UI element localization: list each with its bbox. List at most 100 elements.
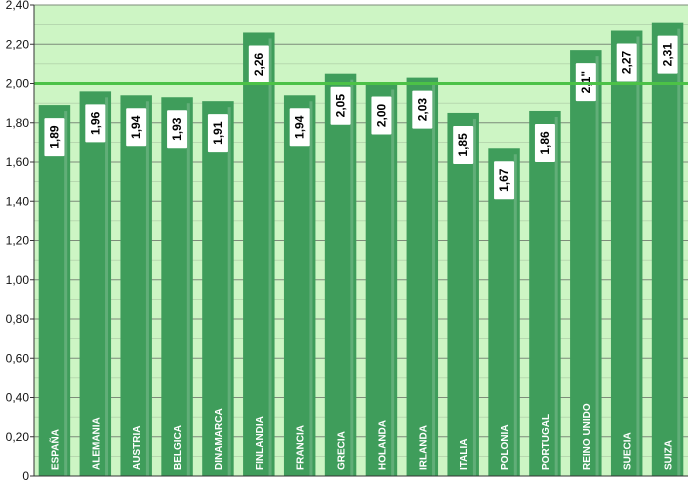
bar-group: 2,1"REINO UNIDO (570, 50, 602, 476)
bar-group: 2,31 SUIZA (651, 22, 684, 476)
value-label-text: 2,05 (334, 94, 348, 118)
value-label-box (126, 108, 147, 147)
bar (529, 110, 561, 476)
bar-group: 1,91 DINAMARCA (202, 101, 234, 476)
bar-highlight (309, 101, 313, 477)
bar-group: 1,89 ESPAÑA (38, 105, 71, 477)
y-tick-label: 0,60 (6, 351, 30, 365)
bar-group: 1,93 BELGICA (161, 97, 193, 477)
bar-group: 1,94 AUSTRIA (120, 95, 152, 477)
value-label: 2,03 (412, 90, 433, 129)
value-label: 1,96 (85, 104, 106, 143)
bar (120, 95, 152, 477)
value-label: 2,00 (371, 96, 392, 135)
value-label: 1,86 (534, 123, 555, 162)
bar (243, 32, 275, 476)
bar-highlight (554, 116, 558, 476)
y-tick-label: 0,40 (6, 391, 30, 405)
category-label: AUSTRIA (132, 426, 143, 470)
bar-group: 1,85 ITALIA (447, 112, 479, 476)
value-label-box (494, 161, 515, 200)
value-label-box (207, 114, 228, 153)
bar (161, 97, 193, 477)
value-label: 2,05 (330, 86, 351, 125)
value-label-box (248, 45, 269, 84)
bar-group: 2,26 FINLANDIA (243, 32, 275, 476)
bar (202, 101, 234, 476)
bar-highlight (186, 103, 190, 477)
bar-highlight (391, 89, 395, 476)
bar-highlight (432, 83, 436, 477)
category-label: SUECIA (623, 432, 634, 470)
category-label: ALEMANIA (91, 417, 102, 470)
category-label: HOLANDA (377, 420, 388, 470)
y-tick-label: 2,20 (6, 37, 30, 51)
value-label: 1,94 (289, 108, 310, 147)
category-label: FRANCIA (296, 425, 307, 470)
bar-highlight (677, 28, 681, 476)
value-label-box (289, 108, 310, 147)
bar-highlight (64, 111, 68, 477)
value-label: 1,85 (453, 125, 474, 164)
value-label: 1,91 (207, 114, 228, 153)
category-label: BELGICA (173, 425, 184, 470)
bar-group: 2,00 HOLANDA (365, 83, 398, 476)
bar-group: 1,67 POLONIA (488, 148, 520, 476)
value-label: 1,94 (126, 108, 147, 147)
value-label-box (453, 125, 474, 164)
category-label: REINO UNIDO (582, 403, 593, 470)
value-label-text: 2,00 (374, 103, 388, 127)
value-label-text: 2,31 (661, 43, 675, 67)
value-label-text: 1,67 (497, 168, 511, 192)
bar (79, 91, 112, 476)
value-label-text: 2,03 (415, 98, 429, 122)
value-label: 2,27 (616, 43, 637, 82)
bar (447, 112, 479, 476)
y-tick-label: 1,00 (6, 273, 30, 287)
value-label-box (371, 96, 392, 135)
value-label-box (616, 43, 637, 82)
value-label-box (167, 110, 188, 149)
value-label: 2,26 (248, 45, 269, 84)
category-label: FINLANDIA (255, 416, 266, 470)
value-label-text: 1,96 (88, 111, 102, 135)
value-label-text: 2,26 (252, 52, 266, 76)
y-tick-label: 1,40 (6, 194, 30, 208)
y-tick-label: 0 (22, 469, 29, 482)
bar-highlight (350, 79, 354, 476)
value-label-box (534, 123, 555, 162)
y-tick-label: 0,20 (6, 430, 30, 444)
category-label: IRLANDA (418, 425, 429, 470)
value-label-box (657, 35, 678, 74)
bar-highlight (145, 101, 149, 477)
value-label: 1,89 (44, 118, 65, 157)
value-label-text: 1,94 (129, 115, 143, 139)
bar-highlight (636, 36, 640, 476)
bar-group: 2,05 GRECIA (324, 73, 357, 476)
value-label-text: 1,86 (538, 131, 552, 155)
bar-group: 1,94 FRANCIA (283, 95, 316, 477)
y-tick-label: 2,40 (6, 0, 30, 12)
value-label-text: 1,94 (293, 115, 307, 139)
bar (406, 77, 439, 477)
value-label-text: 1,93 (170, 117, 184, 141)
value-label: 1,67 (494, 161, 515, 200)
bar (38, 105, 71, 477)
category-label: ITALIA (459, 439, 470, 470)
value-label: 1,93 (167, 110, 188, 149)
y-tick-label: 1,20 (6, 234, 30, 248)
category-label: GRECIA (337, 431, 348, 470)
value-label-text: 1,91 (211, 121, 225, 145)
bar (283, 95, 316, 477)
value-label-box (85, 104, 106, 143)
bar (324, 73, 357, 476)
bar-group: 1,86 PORTUGAL (529, 110, 561, 476)
bar-group: 1,96 ALEMANIA (79, 91, 112, 476)
bar-highlight (105, 97, 109, 476)
value-label-box (330, 86, 351, 125)
bar-highlight (513, 154, 517, 476)
category-label: POLONIA (500, 424, 511, 470)
y-tick-label: 0,80 (6, 312, 30, 326)
value-label-box (44, 118, 65, 157)
